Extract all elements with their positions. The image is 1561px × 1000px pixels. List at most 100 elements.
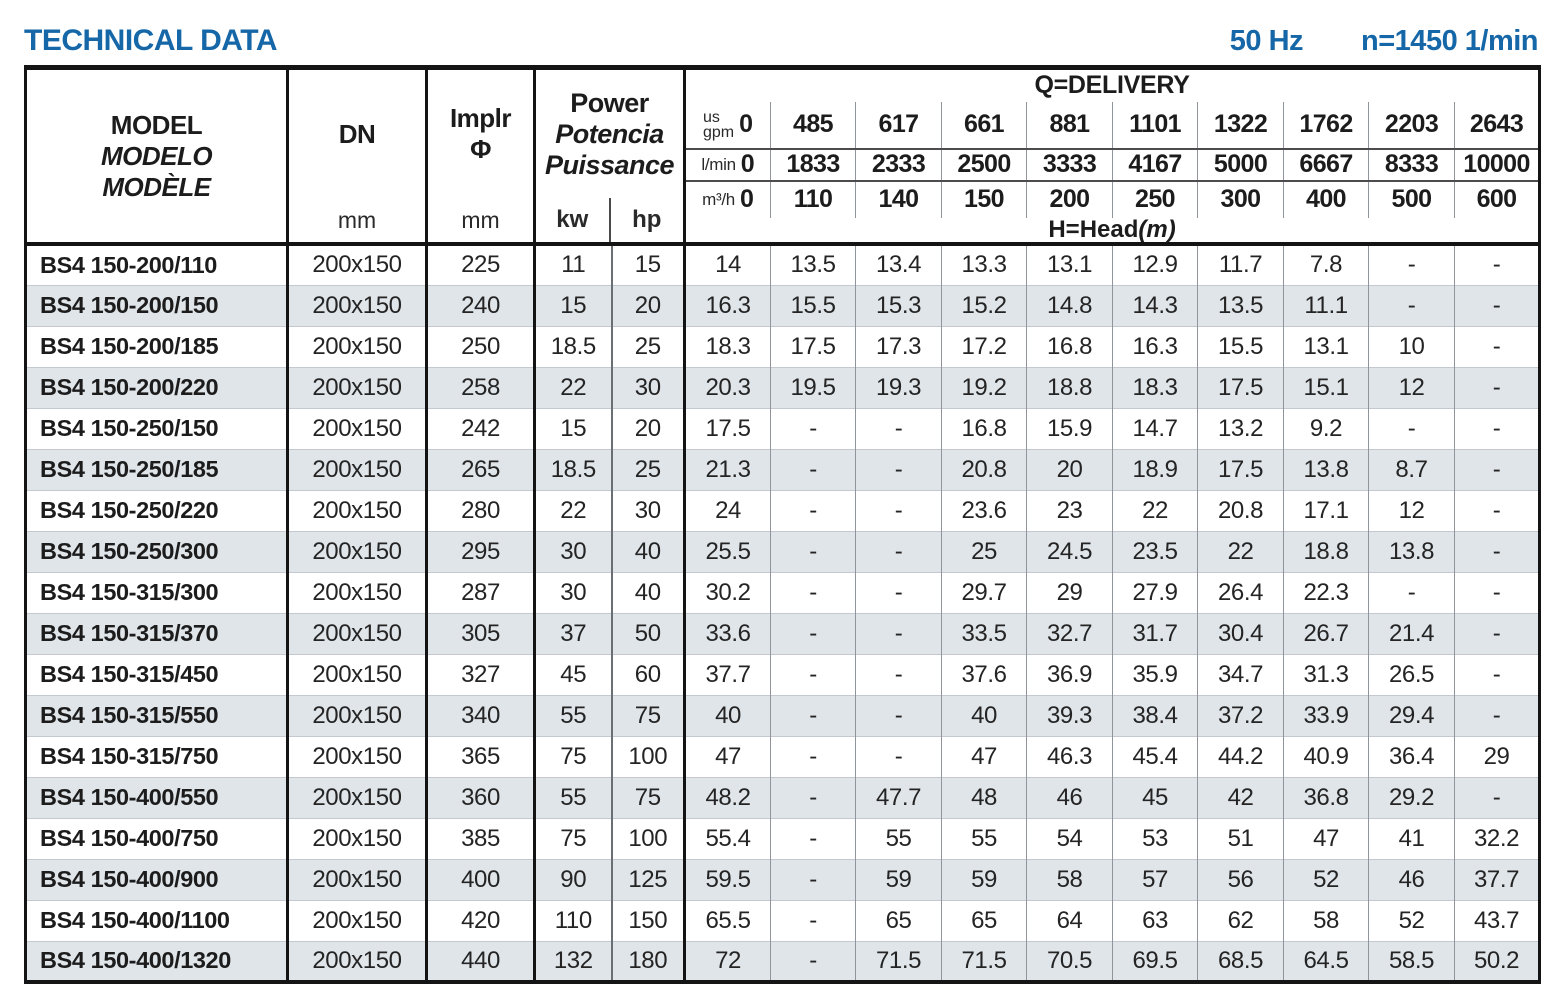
head-value: - (770, 653, 856, 695)
dn-column-header: DN mm (286, 67, 427, 246)
hp-value: 25 (610, 448, 685, 490)
hp-value: 150 (610, 899, 685, 941)
head-value: 37.7 (1454, 858, 1540, 900)
head-value: 39.3 (1026, 694, 1113, 736)
dn-value: 200x150 (286, 284, 427, 326)
delivery-value: 150 (941, 181, 1027, 218)
head-value: 33.6 (683, 612, 771, 654)
model-value: BS4 150-315/750 (25, 735, 288, 777)
head-value: 68.5 (1197, 940, 1284, 982)
model-value: BS4 150-250/185 (25, 448, 288, 490)
kw-value: 110 (533, 899, 612, 941)
gpm-unit-label: us gpm (703, 108, 735, 141)
kw-value: 55 (533, 776, 612, 818)
hp-value: 40 (610, 571, 685, 613)
hp-value: 15 (610, 243, 685, 285)
head-value: 15.5 (1197, 325, 1284, 367)
model-value: BS4 150-315/450 (25, 653, 288, 695)
head-value: - (1454, 284, 1540, 326)
head-value: 48.2 (683, 776, 771, 818)
hp-value: 40 (610, 530, 685, 572)
operating-specs: 50 Hz n=1450 1/min (1229, 25, 1539, 58)
gpm-unit-cell: us gpm 0 (683, 101, 771, 150)
table-row: BS4 150-200/220 200x150 258 22 30 20.3 19.5 19.… (25, 366, 1540, 408)
head-value: 46.3 (1026, 735, 1113, 777)
head-value: 37.7 (683, 653, 771, 695)
head-value: 7.8 (1283, 243, 1369, 285)
head-value: 19.5 (770, 366, 856, 408)
head-value: 56 (1197, 858, 1284, 900)
head-value: 12.9 (1112, 243, 1198, 285)
head-value: 26.4 (1197, 571, 1284, 613)
head-value: 15.5 (770, 284, 856, 326)
model-value: BS4 150-200/150 (25, 284, 288, 326)
head-value: 71.5 (941, 940, 1027, 982)
head-value: 13.2 (1197, 407, 1284, 449)
dn-value: 200x150 (286, 243, 427, 285)
impeller-value: 440 (425, 940, 535, 982)
head-value: 52 (1368, 899, 1455, 941)
head-value: 18.8 (1026, 366, 1113, 408)
dn-value: 200x150 (286, 530, 427, 572)
head-value: 53 (1112, 817, 1198, 859)
impeller-value: 250 (425, 325, 535, 367)
head-value: 47 (683, 735, 771, 777)
head-value: 22 (1112, 489, 1198, 531)
head-value: 35.9 (1112, 653, 1198, 695)
dn-value: 200x150 (286, 407, 427, 449)
head-value: - (1368, 407, 1455, 449)
head-value: 58 (1026, 858, 1113, 900)
head-value: 8.7 (1368, 448, 1455, 490)
head-value: 71.5 (855, 940, 942, 982)
head-value: 55.4 (683, 817, 771, 859)
head-value: 13.1 (1283, 325, 1369, 367)
model-value: BS4 150-400/1100 (25, 899, 288, 941)
delivery-value: 500 (1368, 181, 1455, 218)
head-value: 31.3 (1283, 653, 1369, 695)
delivery-value: 110 (770, 181, 856, 218)
delivery-value: 8333 (1368, 148, 1455, 183)
delivery-value: 617 (855, 101, 942, 150)
head-value: 63 (1112, 899, 1198, 941)
impeller-value: 240 (425, 284, 535, 326)
table-row: BS4 150-250/185 200x150 265 18.5 25 21.3- -20.… (25, 448, 1540, 490)
table-row: BS4 150-315/370 200x150 305 37 50 33.6- -33.5 3… (25, 612, 1540, 654)
head-value: 43.7 (1454, 899, 1540, 941)
head-value: 46 (1026, 776, 1113, 818)
head-value: 36.9 (1026, 653, 1113, 695)
head-value: 15.2 (941, 284, 1027, 326)
head-value: 45.4 (1112, 735, 1198, 777)
head-value: 34.7 (1197, 653, 1284, 695)
head-value: 24 (683, 489, 771, 531)
head-value: 20.3 (683, 366, 771, 408)
hp-value: 30 (610, 366, 685, 408)
head-value: - (770, 407, 856, 449)
head-value: 47.7 (855, 776, 942, 818)
model-value: BS4 150-200/185 (25, 325, 288, 367)
frequency-label: 50 Hz (1229, 25, 1304, 57)
table-row: BS4 150-200/110 200x150 225 11 15 14 13.5 13.4 1… (25, 243, 1540, 285)
kw-value: 37 (533, 612, 612, 654)
hp-value: 100 (610, 817, 685, 859)
head-value: 17.1 (1283, 489, 1369, 531)
head-value: 55 (941, 817, 1027, 859)
power-header-fr: Puissance (544, 149, 675, 180)
head-value: - (855, 735, 942, 777)
hp-value: 20 (610, 407, 685, 449)
page-title: TECHNICAL DATA (24, 24, 277, 57)
impeller-value: 242 (425, 407, 535, 449)
delivery-m3h-row: m³/h 0 110 140 150 200 250 300 400 500 600 (26, 181, 1540, 218)
head-value: - (1454, 530, 1540, 572)
head-value: 70.5 (1026, 940, 1113, 982)
dn-value: 200x150 (286, 571, 427, 613)
head-value: - (855, 407, 942, 449)
head-value: - (770, 612, 856, 654)
impeller-value: 225 (425, 243, 535, 285)
head-value: 37.2 (1197, 694, 1284, 736)
delivery-value: 1762 (1283, 101, 1369, 150)
head-value: - (770, 448, 856, 490)
head-value: 12 (1368, 366, 1455, 408)
delivery-value: 1101 (1112, 101, 1198, 150)
head-value: 23.6 (941, 489, 1027, 531)
head-value: 29.2 (1368, 776, 1455, 818)
